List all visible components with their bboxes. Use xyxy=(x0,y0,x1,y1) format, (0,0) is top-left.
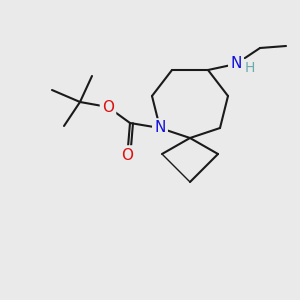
Text: N: N xyxy=(230,56,242,71)
Text: N: N xyxy=(154,121,166,136)
Text: O: O xyxy=(121,148,133,163)
Text: O: O xyxy=(102,100,114,115)
Text: H: H xyxy=(245,61,255,75)
